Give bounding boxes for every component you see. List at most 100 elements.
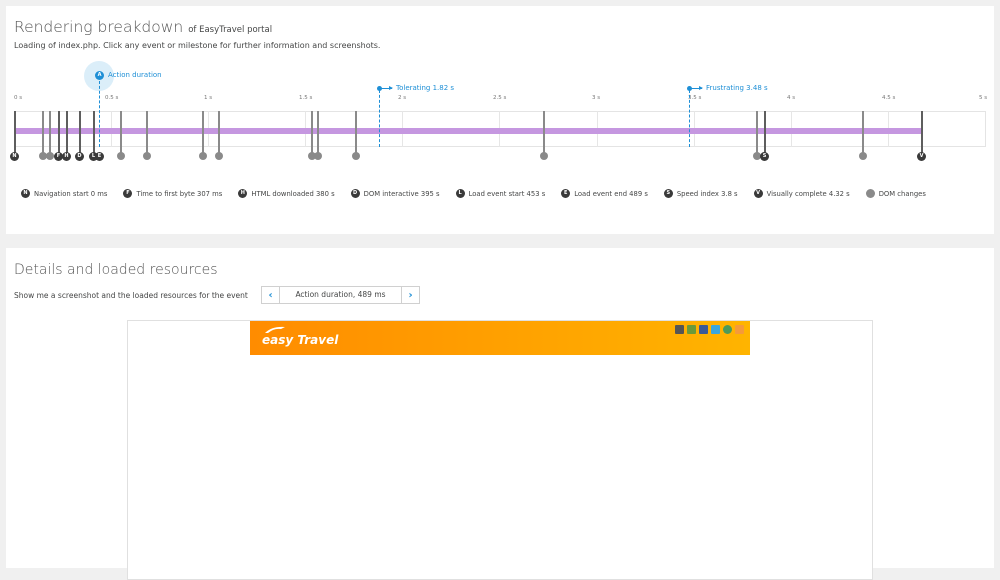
- action-duration-badge[interactable]: A: [95, 71, 104, 80]
- dom-change-stem: [355, 111, 357, 154]
- facebook-icon: [699, 325, 708, 334]
- speed-index-marker[interactable]: S: [760, 152, 769, 161]
- legend-label: Load event start 453 s: [468, 189, 546, 198]
- android-icon: [687, 325, 696, 334]
- action-duration-label[interactable]: Action duration: [108, 71, 162, 79]
- navigation-start-stem: [14, 111, 16, 154]
- dom-interactive-stem: [79, 111, 81, 154]
- frustrating-dot: [687, 86, 692, 91]
- legend-label: DOM interactive 395 s: [363, 189, 440, 198]
- rss-icon: [735, 325, 744, 334]
- timeline-frame: [14, 111, 986, 147]
- subtitle-text: of EasyTravel portal: [188, 25, 273, 35]
- load-event-start-stem: [93, 111, 95, 154]
- dom-change-dot[interactable]: [143, 152, 151, 160]
- dom-change-stem: [42, 111, 44, 154]
- title-text: Rendering breakdown: [14, 18, 184, 36]
- legend-dom-changes[interactable]: DOM changes: [865, 189, 926, 198]
- dom-change-dot[interactable]: [308, 152, 316, 160]
- dom-change-dot[interactable]: [753, 152, 761, 160]
- legend-label: Speed index 3.8 s: [676, 189, 738, 198]
- details-title: Details and loaded resources: [14, 262, 218, 278]
- dom-change-stem: [756, 111, 758, 154]
- visually-complete-marker[interactable]: V: [917, 152, 926, 161]
- frustrating-label[interactable]: Frustrating 3.48 s: [706, 84, 768, 92]
- action-duration-line: [99, 81, 100, 147]
- visually-complete-stem: [921, 111, 923, 154]
- dom-change-stem: [120, 111, 122, 154]
- legend-ttfb[interactable]: F Time to first byte 307 ms: [123, 189, 222, 198]
- dom-change-dot[interactable]: [215, 152, 223, 160]
- tick-2: 2 s: [398, 95, 407, 101]
- tolerating-label[interactable]: Tolerating 1.82 s: [396, 84, 455, 92]
- legend-load-event-start[interactable]: L Load event start 453 s: [455, 189, 546, 198]
- timeline-legend: N Navigation start 0 ms F Time to first by…: [21, 189, 942, 198]
- previous-event-button[interactable]: ‹: [262, 287, 280, 303]
- html-downloaded-stem: [66, 111, 68, 154]
- details-prompt: Show me a screenshot and the loaded reso…: [14, 291, 248, 300]
- visually-complete-bar[interactable]: [14, 128, 921, 134]
- legend-visually-complete[interactable]: V Visually complete 4.32 s: [753, 189, 850, 198]
- legend-label: Navigation start 0 ms: [34, 189, 108, 198]
- tick-4.5: 4.5 s: [882, 95, 896, 101]
- tick-0.5: 0.5 s: [105, 95, 119, 101]
- social-icons: [675, 325, 744, 334]
- dom-change-dot-icon: [865, 189, 875, 198]
- html-downloaded-marker[interactable]: H: [62, 152, 71, 161]
- next-event-button[interactable]: ›: [401, 287, 419, 303]
- chevron-right-icon: ›: [408, 289, 413, 301]
- event-screenshot: easy Travel: [127, 320, 873, 580]
- dom-interactive-marker[interactable]: D: [75, 152, 84, 161]
- legend-label: HTML downloaded 380 s: [251, 189, 335, 198]
- dom-change-stem: [862, 111, 864, 154]
- load-event-end-marker[interactable]: E: [95, 152, 104, 161]
- tick-1.5: 1.5 s: [299, 95, 313, 101]
- dom-change-stem: [49, 111, 51, 154]
- v-marker-icon: V: [753, 189, 763, 198]
- legend-dom-interactive[interactable]: D DOM interactive 395 s: [350, 189, 440, 198]
- tick-4: 4 s: [787, 95, 796, 101]
- tick-5: 5 s: [979, 95, 988, 101]
- printer-icon: [675, 325, 684, 334]
- legend-label: Load event end 489 s: [574, 189, 648, 198]
- tick-2.5: 2.5 s: [493, 95, 507, 101]
- navigation-start-marker[interactable]: N: [10, 152, 19, 161]
- ttfb-marker[interactable]: F: [54, 152, 63, 161]
- dom-change-stem: [317, 111, 319, 154]
- legend-label: DOM changes: [878, 189, 926, 198]
- frustrating-line: [689, 90, 690, 147]
- easytravel-header: easy Travel: [250, 321, 750, 355]
- dom-change-stem: [218, 111, 220, 154]
- chevron-left-icon: ‹: [268, 289, 273, 301]
- tick-1: 1 s: [204, 95, 213, 101]
- dom-change-dot[interactable]: [540, 152, 548, 160]
- dom-change-dot[interactable]: [117, 152, 125, 160]
- dom-change-dot[interactable]: [859, 152, 867, 160]
- load-event-start-marker[interactable]: L: [89, 152, 98, 161]
- e-marker-icon: E: [561, 189, 571, 198]
- dom-change-stem: [146, 111, 148, 154]
- dom-change-stem: [543, 111, 545, 154]
- dom-change-dot[interactable]: [352, 152, 360, 160]
- dom-change-dot[interactable]: [46, 152, 54, 160]
- l-marker-icon: L: [455, 189, 465, 198]
- dom-change-dot[interactable]: [39, 152, 47, 160]
- selected-event[interactable]: Action duration, 489 ms: [295, 290, 386, 299]
- event-selector: ‹ Action duration, 489 ms ›: [261, 286, 420, 304]
- details-panel: Details and loaded resources Show me a s…: [6, 248, 994, 580]
- tick-3: 3 s: [592, 95, 601, 101]
- n-marker-icon: N: [21, 189, 30, 198]
- tolerating-arrow-icon: [381, 86, 393, 90]
- legend-html-downloaded[interactable]: H HTML downloaded 380 s: [238, 189, 335, 198]
- rendering-breakdown-panel: Rendering breakdown of EasyTravel portal…: [6, 6, 994, 234]
- dom-change-dot[interactable]: [199, 152, 207, 160]
- legend-navigation-start[interactable]: N Navigation start 0 ms: [21, 189, 107, 198]
- tolerating-dot: [377, 86, 382, 91]
- twitter-icon: [711, 325, 720, 334]
- dom-change-dot[interactable]: [314, 152, 322, 160]
- rendering-description: Loading of index.php. Click any event or…: [14, 41, 381, 50]
- f-marker-icon: F: [123, 189, 133, 198]
- d-marker-icon: D: [350, 189, 360, 198]
- legend-speed-index[interactable]: S Speed index 3.8 s: [663, 189, 738, 198]
- legend-load-event-end[interactable]: E Load event end 489 s: [561, 189, 648, 198]
